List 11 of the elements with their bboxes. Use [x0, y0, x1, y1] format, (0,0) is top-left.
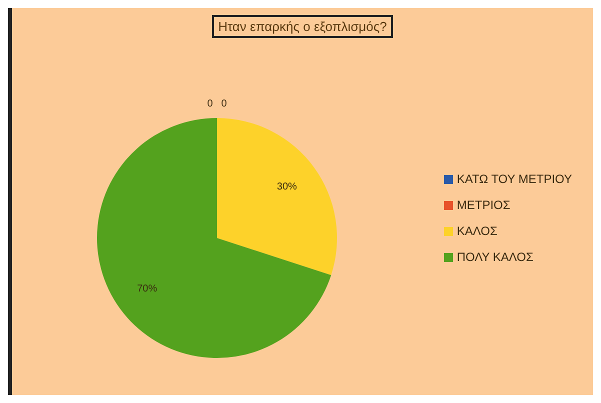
data-label: 30% [276, 182, 298, 193]
data-label: 70% [137, 283, 158, 294]
legend-label: ΠΟΛΥ ΚΑΛΟΣ [456, 249, 534, 266]
pie-slice [97, 118, 332, 358]
pie-slice [217, 118, 337, 276]
chart-title: Ηταν επαρκής ο εξοπλισμός? [212, 15, 393, 38]
text: 0 [221, 98, 227, 110]
text: 0 [207, 98, 213, 110]
legend-label: ΜΕΤΡΙΟΣ [456, 197, 512, 214]
legend-label: ΚΑΤΩ ΤΟΥ ΜΕΤΡΙΟΥ [456, 171, 572, 188]
legend-label: ΚΑΛΟΣ [456, 223, 498, 240]
